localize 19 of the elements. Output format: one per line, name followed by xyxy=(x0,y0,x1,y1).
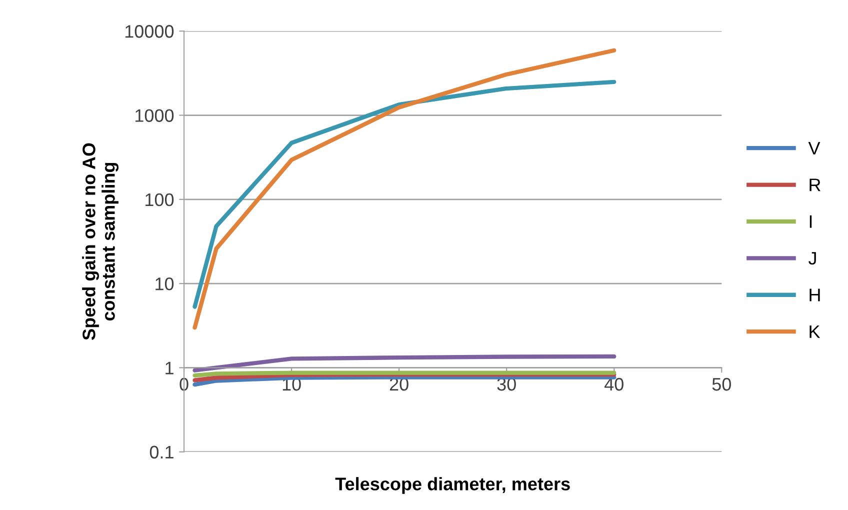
line-series xyxy=(192,48,616,330)
line-series xyxy=(192,354,616,372)
x-tick-label: 40 xyxy=(604,378,624,391)
legend-label: K xyxy=(810,325,820,338)
legend-label: R xyxy=(810,178,820,192)
y-tick-label: 1 xyxy=(166,362,174,374)
legend-label: I xyxy=(810,215,812,228)
x-tick-label: 50 xyxy=(712,378,731,391)
legend-label: H xyxy=(810,288,820,302)
y-tick-label: 10 xyxy=(156,277,174,290)
y-tick-label: 0.1 xyxy=(150,446,174,459)
line-series xyxy=(192,80,616,309)
x-axis-title: Telescope diameter, meters xyxy=(335,477,570,494)
y-tick-label: 10000 xyxy=(125,25,174,38)
legend-label: V xyxy=(808,142,820,154)
y-tick-label: 1000 xyxy=(136,109,174,122)
y-tick-label: 100 xyxy=(146,193,174,206)
legend-label: J xyxy=(808,252,816,265)
y-axis-title: Speed gain over no AO constant sampling xyxy=(82,143,119,340)
